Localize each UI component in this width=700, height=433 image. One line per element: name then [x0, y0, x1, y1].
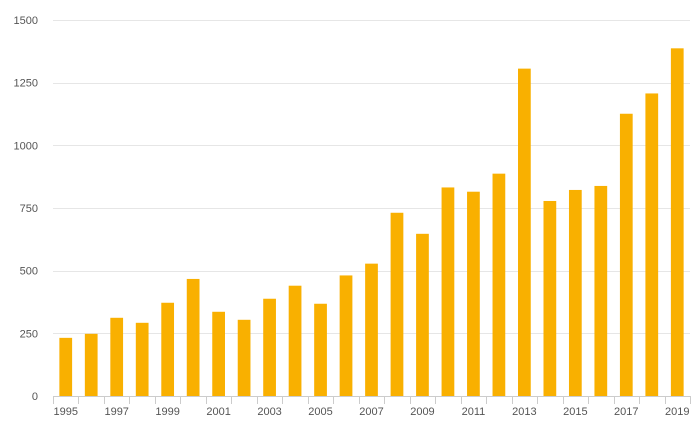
- grid-lines: [53, 20, 690, 334]
- bar-2006[interactable]: [339, 275, 353, 396]
- x-axis-labels: 1995 1997 1999 2001 2003 2005 2007 2009 2011 2013…: [53, 406, 689, 418]
- bar-1997[interactable]: [110, 317, 124, 396]
- bar-2009[interactable]: [416, 233, 429, 396]
- bar-2011[interactable]: [467, 191, 480, 396]
- x-tick-label-1995: 1995: [53, 406, 77, 418]
- bar-1999[interactable]: [161, 302, 175, 396]
- y-tick-label-0: 0: [32, 391, 38, 403]
- bar-2015[interactable]: [568, 189, 582, 396]
- bars: [59, 48, 684, 397]
- bar-2007[interactable]: [365, 263, 378, 396]
- x-tick-label-2019: 2019: [665, 406, 689, 418]
- x-tick-label-2017: 2017: [614, 406, 638, 418]
- x-tick-label-2009: 2009: [410, 406, 434, 418]
- bar-2001[interactable]: [212, 311, 225, 396]
- x-tick-label-2013: 2013: [512, 406, 536, 418]
- bar-2012[interactable]: [492, 173, 506, 396]
- bar-2010[interactable]: [441, 187, 455, 396]
- x-tick-label-2011: 2011: [462, 406, 486, 418]
- bar-1995[interactable]: [59, 337, 73, 396]
- y-tick-label-1500: 1500: [14, 15, 38, 27]
- y-tick-label-1250: 1250: [14, 78, 38, 90]
- bar-2019[interactable]: [670, 48, 684, 397]
- y-axis-labels: 0 250 500 750 1000 1250 1500: [14, 15, 38, 403]
- x-tick-label-2001: 2001: [206, 406, 230, 418]
- x-tick-label-2007: 2007: [359, 406, 383, 418]
- bar-2000[interactable]: [186, 278, 200, 396]
- bar-1996[interactable]: [84, 333, 98, 396]
- bar-1998[interactable]: [135, 322, 149, 396]
- bar-2008[interactable]: [390, 212, 404, 396]
- bar-2013[interactable]: [518, 68, 531, 396]
- bar-2018[interactable]: [645, 93, 659, 396]
- bar-2014[interactable]: [543, 200, 557, 396]
- x-tick-label-1997: 1997: [104, 406, 128, 418]
- y-tick-label-250: 250: [20, 328, 38, 340]
- bar-2005[interactable]: [314, 303, 327, 396]
- x-axis: [53, 396, 691, 404]
- bar-2004[interactable]: [288, 285, 302, 396]
- y-tick-label-1000: 1000: [14, 140, 38, 152]
- bar-2017[interactable]: [619, 113, 633, 397]
- bar-2002[interactable]: [237, 319, 251, 396]
- x-tick-label-2005: 2005: [308, 406, 332, 418]
- y-tick-label-750: 750: [20, 203, 38, 215]
- y-tick-label-500: 500: [20, 266, 38, 278]
- bar-2003[interactable]: [263, 298, 276, 396]
- x-tick-label-1999: 1999: [155, 406, 179, 418]
- bar-2016[interactable]: [594, 185, 608, 396]
- x-tick-label-2015: 2015: [563, 406, 587, 418]
- x-tick-label-2003: 2003: [257, 406, 281, 418]
